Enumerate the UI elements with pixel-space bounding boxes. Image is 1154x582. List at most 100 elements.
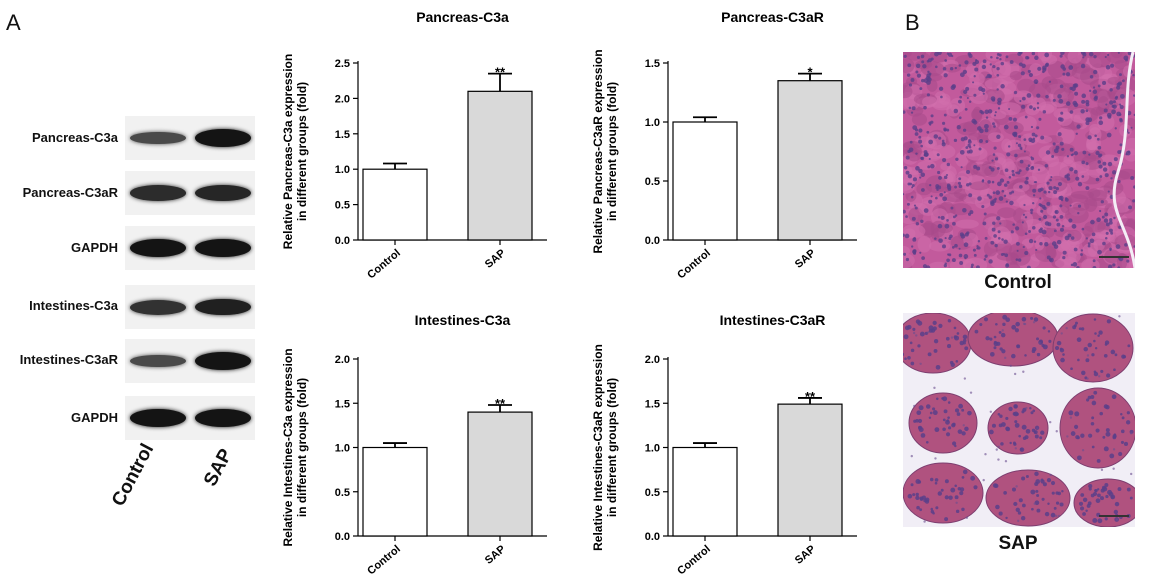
nucleus <box>957 181 961 185</box>
stromal-cell <box>1009 364 1012 368</box>
histology-caption-control: Control <box>984 272 1052 293</box>
nucleus <box>945 336 950 341</box>
nucleus <box>945 173 949 176</box>
nucleus <box>999 222 1002 225</box>
nucleus <box>905 215 908 218</box>
nucleus <box>1005 426 1011 432</box>
nucleus <box>934 237 937 240</box>
nucleus <box>972 248 976 252</box>
nucleus <box>944 237 947 240</box>
nucleus <box>1003 124 1009 130</box>
nucleus <box>979 323 983 327</box>
nucleus <box>958 116 962 120</box>
cell <box>964 81 987 97</box>
nucleus <box>1055 501 1060 505</box>
nucleus <box>990 167 995 172</box>
blot-row-label: GAPDH <box>71 410 118 425</box>
nucleus <box>984 123 989 129</box>
nucleus <box>1014 404 1018 409</box>
nucleus <box>939 192 944 197</box>
nucleus <box>990 201 995 207</box>
nucleus <box>1074 91 1079 96</box>
nucleus <box>959 95 963 99</box>
nucleus <box>910 78 915 82</box>
nucleus <box>1093 390 1098 395</box>
nucleus <box>1003 491 1007 495</box>
cell <box>984 77 1009 90</box>
nucleus <box>1066 155 1070 158</box>
nucleus <box>903 252 907 256</box>
nucleus <box>920 54 925 59</box>
nucleus <box>1095 150 1100 156</box>
nucleus <box>1102 241 1106 246</box>
nucleus <box>1030 489 1036 495</box>
blot-band-control <box>130 131 186 145</box>
nucleus <box>1039 197 1042 200</box>
nucleus <box>987 180 991 184</box>
nucleus <box>983 317 989 322</box>
nucleus <box>1081 370 1086 376</box>
nucleus <box>1097 145 1102 150</box>
nucleus <box>920 78 925 83</box>
nucleus <box>959 491 964 496</box>
nucleus <box>918 135 922 139</box>
nucleus <box>1097 334 1100 337</box>
nucleus <box>1099 411 1104 416</box>
nucleus <box>1096 217 1101 223</box>
nucleus <box>978 86 983 92</box>
nucleus <box>966 169 971 174</box>
nucleus <box>1098 330 1103 335</box>
nucleus <box>1036 337 1040 341</box>
nucleus <box>1105 231 1109 235</box>
nucleus <box>905 170 910 175</box>
nucleus <box>1105 405 1110 410</box>
cell <box>984 165 999 178</box>
nucleus <box>1077 455 1082 461</box>
nucleus <box>1021 424 1027 430</box>
significance-marker: * <box>807 65 813 80</box>
nucleus <box>1052 142 1056 146</box>
nucleus <box>990 56 993 59</box>
nucleus <box>1015 412 1019 416</box>
nucleus <box>1013 501 1018 507</box>
panel-label-a: A <box>6 10 21 35</box>
stromal-cell <box>1015 485 1018 488</box>
nucleus <box>1035 248 1038 252</box>
nucleus <box>976 245 979 248</box>
nucleus <box>1018 434 1021 438</box>
cell <box>1032 166 1050 184</box>
nucleus <box>1109 453 1115 459</box>
nucleus <box>1003 194 1007 198</box>
bar <box>362 168 428 241</box>
stromal-cell <box>1081 448 1085 452</box>
cell <box>1084 220 1106 233</box>
nucleus <box>1081 175 1085 178</box>
nucleus <box>1105 428 1110 433</box>
nucleus <box>925 440 929 444</box>
nucleus <box>911 106 916 111</box>
stromal-cell <box>965 516 969 519</box>
nucleus <box>997 230 1001 234</box>
nucleus <box>1016 344 1021 349</box>
nucleus <box>938 176 942 180</box>
nucleus <box>1112 100 1116 104</box>
nucleus <box>1011 487 1017 492</box>
nucleus <box>1085 121 1090 126</box>
nucleus <box>950 487 956 493</box>
nucleus <box>1117 81 1122 86</box>
blot-band-sap <box>195 184 251 202</box>
nucleus <box>1092 266 1097 268</box>
stromal-cell <box>1054 514 1058 518</box>
cell <box>940 162 952 171</box>
nucleus <box>1099 209 1102 213</box>
nucleus <box>981 205 985 209</box>
stromal-cell <box>1013 372 1017 376</box>
nucleus <box>1077 211 1080 215</box>
panel-label-b: B <box>905 10 920 35</box>
nucleus <box>1073 169 1078 174</box>
nucleus <box>982 59 987 64</box>
nucleus <box>982 221 987 226</box>
nucleus <box>1025 167 1030 171</box>
nucleus <box>1071 153 1075 156</box>
nucleus <box>921 188 925 192</box>
